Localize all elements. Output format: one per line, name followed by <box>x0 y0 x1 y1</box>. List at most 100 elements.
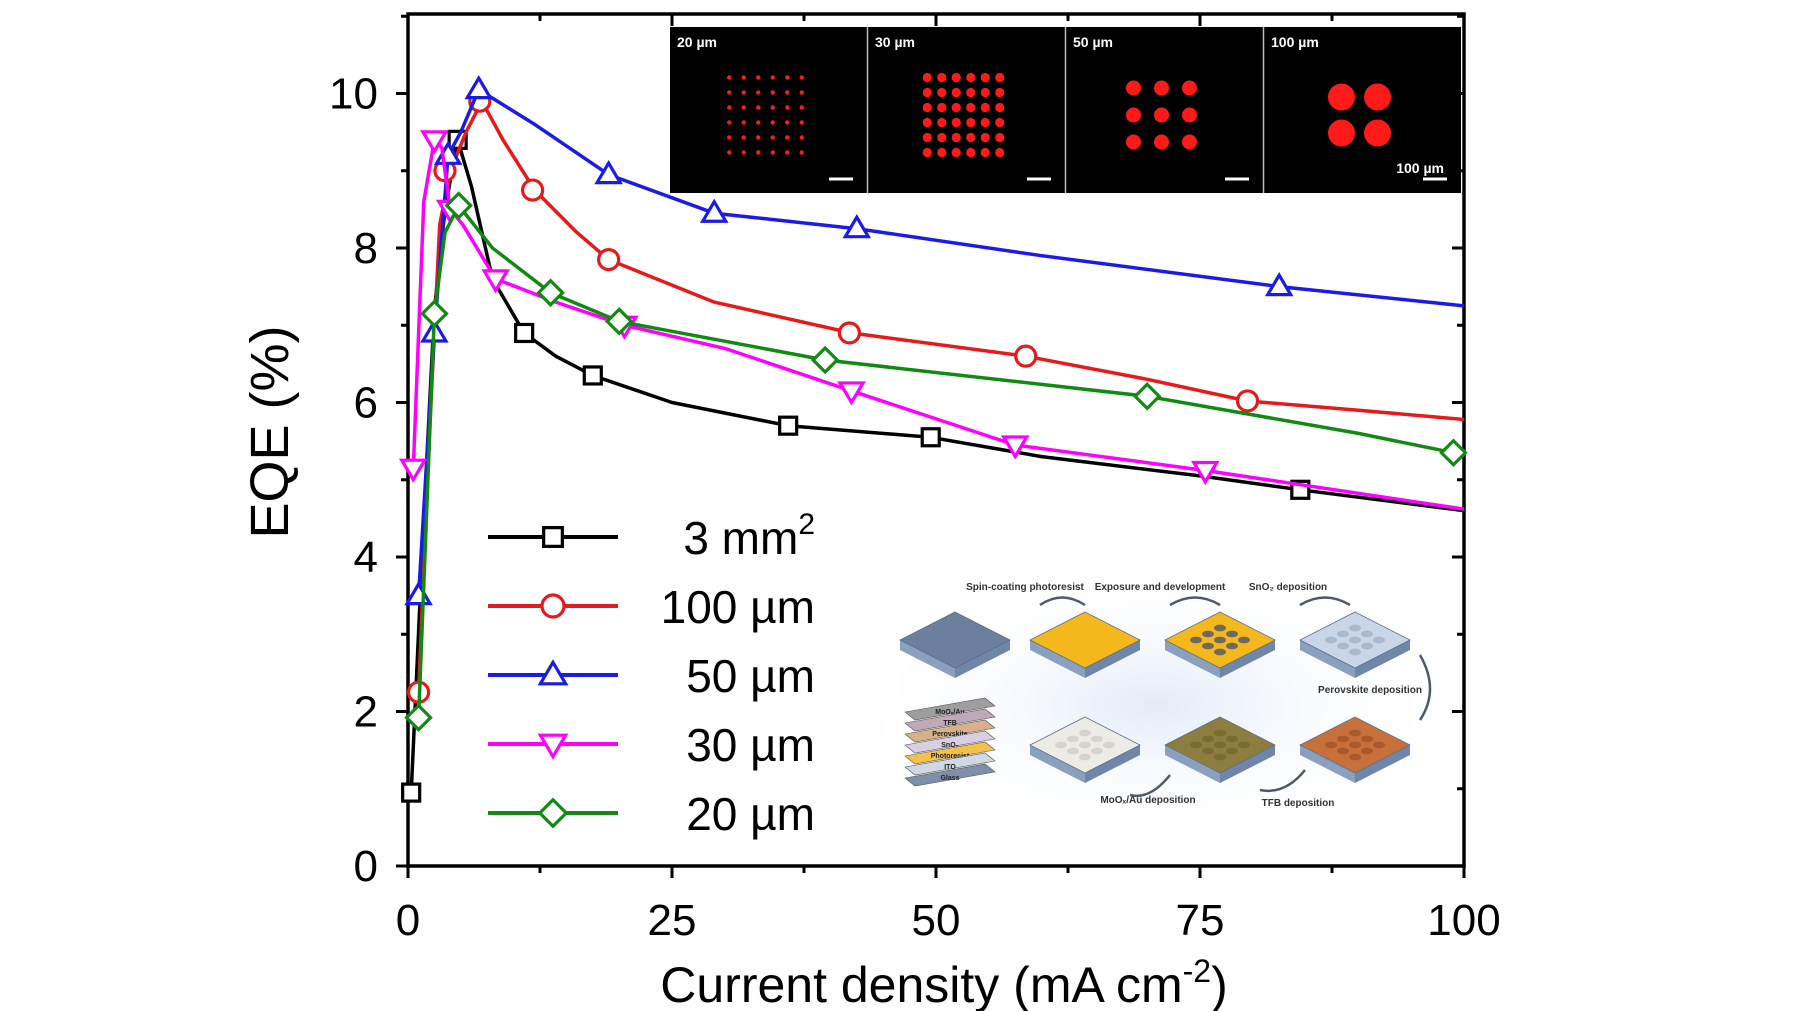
data-point-3-mm <box>920 427 941 448</box>
micrograph-inset: 20 µm 30 µm 50 µm 100 µm 100 µm <box>670 27 1461 193</box>
led-pixel-dot <box>951 117 961 128</box>
led-pixel-dot <box>937 102 947 113</box>
x-axis-label: Current density (mA cm-2) <box>660 953 1227 1011</box>
x-tick-label: 50 <box>912 896 961 945</box>
micrograph-panel-label: 30 µm <box>875 34 915 50</box>
led-pixel-dot <box>966 132 976 143</box>
led-pixel-dot <box>937 132 947 143</box>
data-point-30-m <box>398 458 428 483</box>
led-pixel-dot <box>937 72 947 83</box>
y-tick-label: 6 <box>354 379 378 428</box>
pattern-well <box>1361 735 1373 743</box>
stack-layer <box>904 708 996 732</box>
pattern-well <box>1349 624 1361 632</box>
pattern-well <box>1337 642 1349 650</box>
led-pixel-dot <box>1364 83 1391 111</box>
process-arrow <box>1169 596 1221 607</box>
y-axis-label: EQE (%) <box>240 325 300 538</box>
led-pixel-dot <box>799 135 804 140</box>
led-pixel-dot <box>741 105 746 110</box>
data-point-20-m <box>1132 382 1162 411</box>
x-tick-label: 100 <box>1427 896 1500 945</box>
schematic-step-developed <box>1164 611 1276 678</box>
schematic-glow <box>855 565 1455 845</box>
led-pixel-dot <box>1154 80 1169 96</box>
substrate-side-left <box>1030 640 1085 678</box>
pattern-well <box>1214 729 1226 737</box>
y-tick-label: 2 <box>354 688 378 737</box>
led-pixel-dot <box>799 90 804 95</box>
data-point-20-m <box>404 703 433 732</box>
led-pixel-dot <box>951 72 961 83</box>
data-point-50-m <box>464 74 494 100</box>
pattern-well <box>1202 642 1214 650</box>
pattern-well <box>1055 741 1067 749</box>
stack-layer-label: MoOₓ/Au <box>935 709 964 716</box>
led-pixel-dot <box>995 117 1005 128</box>
pattern-well <box>1337 735 1349 743</box>
data-point-100-m <box>597 247 621 272</box>
led-pixel-dot <box>966 72 976 83</box>
process-step-label: SnO₂ deposition <box>1249 582 1327 593</box>
data-point-100-m <box>1235 389 1260 413</box>
led-pixel-dot <box>727 135 732 140</box>
data-point-3-mm <box>582 365 603 386</box>
data-point-100-m <box>521 178 545 202</box>
led-pixel-dot <box>995 87 1005 98</box>
data-point-50-m <box>1264 271 1294 297</box>
legend-marker-3-mm <box>542 526 564 548</box>
led-pixel-dot <box>727 120 732 125</box>
led-pixel-dot <box>922 87 932 98</box>
led-pixel-dot <box>770 75 775 80</box>
legend: 3 mm2 100 µm 50 µm 30 µm 20 µm <box>488 508 815 840</box>
x-tick-label: 25 <box>648 896 697 945</box>
led-pixel-dot <box>1126 107 1141 123</box>
pattern-well <box>1337 630 1349 638</box>
led-pixel-dot <box>727 105 732 110</box>
pattern-well <box>1349 741 1361 749</box>
pattern-well <box>1238 741 1250 749</box>
process-step-label: Exposure and development <box>1095 582 1226 593</box>
substrate-top <box>899 611 1011 669</box>
led-pixel-dot <box>756 120 761 125</box>
led-pixel-dot <box>922 102 932 113</box>
led-pixel-dot <box>785 120 790 125</box>
stack-layer <box>904 730 996 754</box>
led-pixel-dot <box>741 90 746 95</box>
led-pixel-dot <box>727 75 732 80</box>
led-pixel-dot <box>966 102 976 113</box>
x-tick-label: 75 <box>1176 896 1225 945</box>
pattern-well <box>1361 642 1373 650</box>
process-step-label: Spin-coating photoresist <box>966 582 1084 593</box>
stack-layer <box>904 697 996 721</box>
process-step-label: Perovskite deposition <box>1318 685 1422 696</box>
data-point-100-m <box>837 321 862 345</box>
pattern-well <box>1361 630 1373 638</box>
process-arrow <box>1129 774 1171 798</box>
legend-label-100-m: 100 µm <box>661 581 815 633</box>
led-pixel-dot <box>1154 134 1169 150</box>
micrograph-panel-label: 50 µm <box>1073 34 1113 50</box>
substrate-side-right <box>1085 640 1140 678</box>
led-pixel-dot <box>727 90 732 95</box>
pattern-well <box>1349 729 1361 737</box>
data-point-20-m <box>810 345 840 375</box>
pattern-well <box>1361 747 1373 755</box>
led-pixel-dot <box>785 150 790 155</box>
process-arrow <box>1039 596 1086 607</box>
led-pixel-dot <box>741 150 746 155</box>
x-axis-label-main: Current density (mA cm <box>660 957 1182 1011</box>
pattern-well <box>1067 735 1079 743</box>
substrate-side-right <box>1355 640 1410 678</box>
pattern-well <box>1079 741 1091 749</box>
pattern-well <box>1373 636 1385 644</box>
schematic-step-sno2 <box>1299 611 1411 678</box>
data-point-20-m <box>444 191 473 220</box>
schematic-step-photoresist <box>1029 611 1141 678</box>
process-arrow <box>1299 596 1351 607</box>
substrate-side-right <box>955 640 1010 678</box>
led-pixel-dot <box>770 90 775 95</box>
stack-layer-label: Photoresist <box>931 753 970 760</box>
led-pixel-dot <box>770 105 775 110</box>
led-pixel-dot <box>1328 119 1355 147</box>
